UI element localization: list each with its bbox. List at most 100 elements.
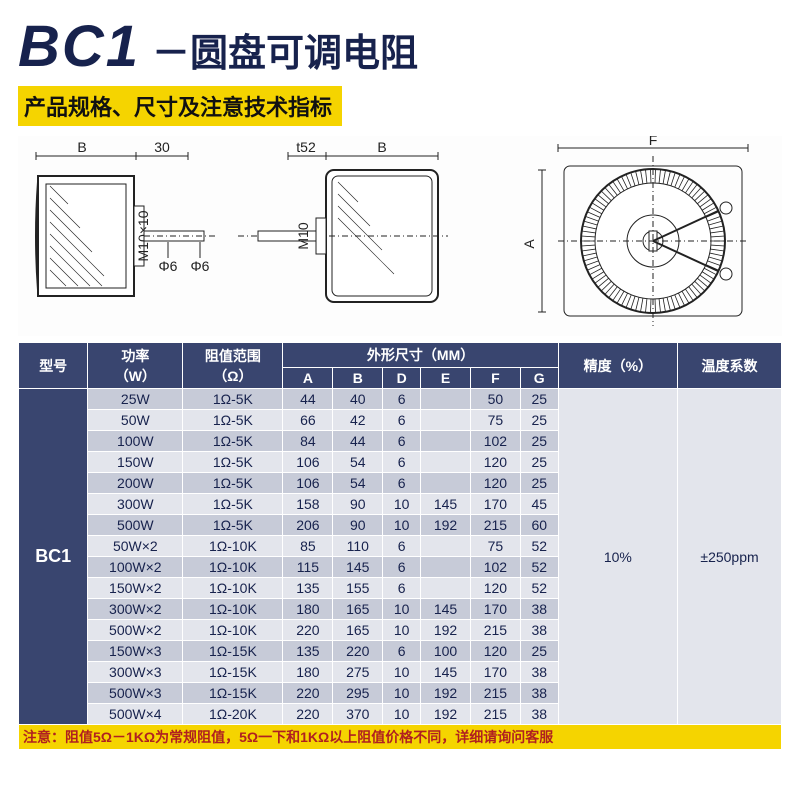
th-dim-B: B [333, 368, 383, 389]
spec-table: 型号 功率 （W） 阻值范围 （Ω） 外形尺寸（MM） 精度（%） 温度系数 A… [18, 342, 782, 750]
cell-range: 1Ω-15K [183, 683, 283, 704]
th-dims: 外形尺寸（MM） [283, 343, 558, 368]
cell-E: 145 [421, 662, 471, 683]
cell-F: 215 [470, 620, 520, 641]
dim-phi6b: Φ6 [191, 258, 210, 274]
cell-B: 275 [333, 662, 383, 683]
cell-G: 52 [520, 578, 558, 599]
cell-F: 170 [470, 494, 520, 515]
th-dim-G: G [520, 368, 558, 389]
cell-D: 6 [383, 536, 421, 557]
cell-E: 192 [421, 704, 471, 725]
cell-F: 120 [470, 473, 520, 494]
cell-E [421, 389, 471, 410]
th-dim-F: F [470, 368, 520, 389]
cell-F: 170 [470, 662, 520, 683]
cell-G: 38 [520, 683, 558, 704]
cell-F: 215 [470, 515, 520, 536]
th-dim-E: E [421, 368, 471, 389]
cell-B: 145 [333, 557, 383, 578]
cell-E [421, 452, 471, 473]
cell-G: 52 [520, 536, 558, 557]
cell-power: 200W [88, 473, 183, 494]
cell-power: 50W [88, 410, 183, 431]
th-tempco: 温度系数 [678, 343, 782, 389]
product-name: －圆盘可调电阻 [152, 35, 418, 73]
cell-power: 500W [88, 515, 183, 536]
dim-30: 30 [154, 139, 170, 155]
cell-power: 300W [88, 494, 183, 515]
cell-D: 6 [383, 452, 421, 473]
th-model: 型号 [19, 343, 88, 389]
product-code: BC1 [18, 18, 140, 76]
cell-A: 135 [283, 578, 333, 599]
dim-F: F [649, 136, 658, 148]
cell-B: 165 [333, 620, 383, 641]
cell-power: 500W×4 [88, 704, 183, 725]
table-row: BC125W1Ω-5K44406502510%±250ppm [19, 389, 782, 410]
cell-G: 38 [520, 620, 558, 641]
cell-range: 1Ω-15K [183, 641, 283, 662]
cell-power: 300W×2 [88, 599, 183, 620]
cell-A: 66 [283, 410, 333, 431]
cell-A: 85 [283, 536, 333, 557]
cell-D: 10 [383, 662, 421, 683]
cell-E: 192 [421, 683, 471, 704]
cell-B: 90 [333, 515, 383, 536]
cell-power: 100W×2 [88, 557, 183, 578]
th-dim-D: D [383, 368, 421, 389]
cell-B: 220 [333, 641, 383, 662]
dim-B1: B [77, 139, 86, 155]
cell-power: 150W [88, 452, 183, 473]
cell-E [421, 578, 471, 599]
cell-range: 1Ω-5K [183, 494, 283, 515]
cell-E [421, 473, 471, 494]
cell-model: BC1 [19, 389, 88, 725]
cell-E [421, 557, 471, 578]
cell-range: 1Ω-5K [183, 389, 283, 410]
title-row: BC1 －圆盘可调电阻 [18, 18, 782, 76]
cell-B: 155 [333, 578, 383, 599]
table-header: 型号 功率 （W） 阻值范围 （Ω） 外形尺寸（MM） 精度（%） 温度系数 A… [19, 343, 782, 389]
cell-E: 100 [421, 641, 471, 662]
cell-D: 10 [383, 599, 421, 620]
cell-G: 45 [520, 494, 558, 515]
cell-B: 54 [333, 452, 383, 473]
cell-F: 170 [470, 599, 520, 620]
cell-power: 300W×3 [88, 662, 183, 683]
cell-F: 120 [470, 578, 520, 599]
th-dim-A: A [283, 368, 333, 389]
cell-G: 25 [520, 431, 558, 452]
cell-power: 500W×2 [88, 620, 183, 641]
cell-A: 158 [283, 494, 333, 515]
cell-D: 10 [383, 620, 421, 641]
cell-D: 10 [383, 515, 421, 536]
cell-range: 1Ω-5K [183, 473, 283, 494]
cell-A: 84 [283, 431, 333, 452]
cell-D: 10 [383, 704, 421, 725]
cell-F: 75 [470, 536, 520, 557]
cell-D: 6 [383, 431, 421, 452]
cell-E: 145 [421, 599, 471, 620]
cell-range: 1Ω-5K [183, 515, 283, 536]
cell-range: 1Ω-10K [183, 578, 283, 599]
cell-D: 6 [383, 389, 421, 410]
technical-diagram: B 30 M10×10 [18, 136, 782, 336]
cell-F: 120 [470, 452, 520, 473]
cell-range: 1Ω-5K [183, 452, 283, 473]
diagram-view-3: F A [521, 136, 748, 326]
cell-range: 1Ω-5K [183, 410, 283, 431]
cell-power: 100W [88, 431, 183, 452]
cell-range: 1Ω-10K [183, 536, 283, 557]
cell-power: 150W×2 [88, 578, 183, 599]
cell-E: 192 [421, 620, 471, 641]
th-range: 阻值范围 （Ω） [183, 343, 283, 389]
cell-power: 500W×3 [88, 683, 183, 704]
cell-A: 135 [283, 641, 333, 662]
cell-G: 25 [520, 389, 558, 410]
cell-A: 180 [283, 662, 333, 683]
cell-G: 38 [520, 599, 558, 620]
cell-G: 38 [520, 704, 558, 725]
cell-D: 6 [383, 410, 421, 431]
cell-power: 50W×2 [88, 536, 183, 557]
